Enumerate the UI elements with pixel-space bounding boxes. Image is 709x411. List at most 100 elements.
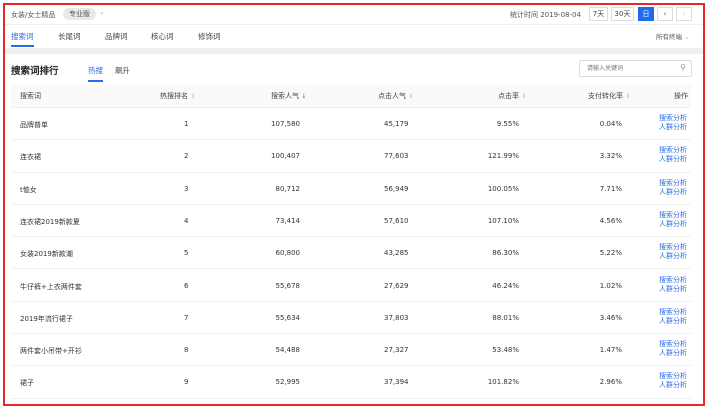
search-popularity-cell: 55,634 [275,313,301,322]
rank-cell: 8 [184,346,189,355]
ctr-cell: 101.82% [487,378,519,387]
search-popularity-cell: 60,800 [275,249,301,258]
keyword-cell[interactable]: 裙子 [20,379,34,388]
30-day-button[interactable]: 30天 [611,7,634,21]
table-row: t恤女 3 80,712 56,949 100.05% 7.71% 搜索分析 人群… [11,173,691,205]
crowd-analysis-link[interactable]: 人群分析 [659,187,687,196]
col-label: 点击率 [498,92,519,100]
search-analysis-link[interactable]: 搜索分析 [659,114,687,122]
terminal-select[interactable]: 所有终端 ⌄ [656,31,690,41]
col-actions: 操作 [674,92,688,100]
search-analysis-link[interactable]: 搜索分析 [659,372,687,381]
col-ctr[interactable]: 点击率 ⇕ [498,91,526,101]
tab-modifier[interactable]: 修饰词 [198,32,221,41]
ctr-cell: 86.30% [492,249,519,258]
crowd-analysis-link[interactable]: 人群分析 [659,284,687,293]
7-day-button[interactable]: 7天 [589,7,608,21]
conversion-cell: 3.46% [599,313,622,322]
click-popularity-cell: 56,949 [384,184,409,193]
keyword-cell[interactable]: 两件套小吊带+开衫 [20,347,82,356]
col-conversion[interactable]: 支付转化率 ⇕ [588,91,630,101]
table-row: 品牌普单 1 107,580 45,179 9.55% 0.04% 搜索分析 人群… [11,108,691,141]
table-header: 搜索词 热搜排名 ⇕ 搜索人气 ↓ 点击人气 ⇕ 点击率 ⇕ 支付转化率 ⇕ 操… [11,84,691,108]
search-analysis-link[interactable]: 搜索分析 [659,405,687,406]
search-analysis-link[interactable]: 搜索分析 [659,178,687,187]
search-popularity-cell: 73,414 [275,216,301,225]
col-click-popularity[interactable]: 点击人气 ⇕ [378,91,413,101]
click-popularity-cell: 27,327 [384,346,409,355]
terminal-label: 所有终端 [656,33,682,41]
section-title: 搜索词排行 [11,66,59,77]
tab-long-tail[interactable]: 长尾词 [58,32,81,41]
next-date-button[interactable]: › [676,7,692,21]
keyword-cell[interactable]: 连衣裙 [20,153,41,162]
crowd-analysis-link[interactable]: 人群分析 [659,123,687,131]
keyword-cell[interactable]: 2019年流行裙子 [20,314,73,323]
search-icon[interactable]: ⚲ [680,63,686,72]
search-analysis-link[interactable]: 搜索分析 [659,210,687,219]
search-popularity-cell: 100,407 [271,152,300,161]
tab-core[interactable]: 核心词 [151,32,174,41]
keyword-cell[interactable]: t恤女 [20,185,37,194]
keyword-cell[interactable]: 牛仔裤+上衣两件套 [20,282,82,291]
table-row: 牛仔裤+上衣两件套 6 55,678 27,629 46.24% 1.02% 搜… [11,270,691,302]
crowd-analysis-link[interactable]: 人群分析 [659,349,687,358]
sort-icon: ⇕ [625,93,631,100]
search-popularity-cell: 52,995 [275,378,301,387]
click-popularity-cell: 77,603 [384,152,409,161]
search-analysis-link[interactable]: 搜索分析 [659,146,687,155]
chevron-down-icon: ⌄ [684,33,690,41]
rank-cell: 2 [184,152,189,161]
ctr-cell: 53.48% [492,346,519,355]
sort-icon: ⇕ [521,93,527,100]
table-row: 两件套小吊带+开衫 8 54,488 27,327 53.48% 1.47% 搜… [11,334,691,367]
rank-cell: 9 [184,378,189,387]
ctr-cell: 46.24% [492,281,519,290]
keyword-cell[interactable]: 女装2019新款潮 [20,250,73,259]
chevron-left-icon: ‹ [663,10,667,18]
table-row: 连衣裙 2 100,407 77,603 121.99% 3.32% 搜索分析人… [11,140,691,173]
col-search-popularity[interactable]: 搜索人气 ↓ [271,91,306,101]
crowd-analysis-link[interactable]: 人群分析 [659,155,687,164]
col-rank[interactable]: 热搜排名 ⇕ [160,91,195,101]
crowd-analysis-link[interactable]: 人群分析 [659,252,687,261]
crowd-analysis-link[interactable]: 人群分析 [659,316,687,325]
click-popularity-cell: 37,394 [384,378,409,387]
crowd-analysis-link[interactable]: 人群分析 [659,219,687,228]
search-analysis-link[interactable]: 搜索分析 [659,340,687,349]
col-keyword: 搜索词 [20,92,41,100]
search-analysis-link[interactable]: 搜索分析 [659,243,687,252]
tab-search-words[interactable]: 搜索词 [11,32,34,47]
conversion-cell: 1.47% [599,346,622,355]
rank-cell: 5 [184,249,189,258]
ctr-cell: 107.10% [487,216,519,225]
table-row: 搜索分析 [11,399,691,406]
click-popularity-cell: 43,285 [384,249,409,258]
subtab-rising[interactable]: 飙升 [115,66,130,75]
category-label: 女装/女士精品 [11,11,56,19]
crowd-analysis-link[interactable]: 人群分析 [659,381,687,390]
search-input[interactable] [580,61,675,76]
click-popularity-cell: 37,803 [384,313,409,322]
edition-badge[interactable]: 专业版 [63,8,96,20]
sort-icon: ⇕ [190,93,196,100]
keyword-cell[interactable]: 品牌普单 [20,121,48,129]
keyword-search[interactable]: ⚲ [579,60,692,77]
search-analysis-link[interactable]: 搜索分析 [659,307,687,316]
search-popularity-cell: 80,712 [275,184,301,193]
subtab-hot[interactable]: 热搜 [88,66,103,82]
sort-icon: ⇕ [408,93,414,100]
sort-desc-icon: ↓ [301,93,307,100]
rank-cell: 6 [184,281,189,290]
search-popularity-cell: 54,488 [275,346,301,355]
keyword-cell[interactable]: 连衣裙2019新款夏 [20,217,80,226]
prev-date-button[interactable]: ‹ [657,7,673,21]
search-analysis-link[interactable]: 搜索分析 [659,275,687,284]
search-popularity-cell: 107,580 [271,120,300,128]
day-button[interactable]: 日 [638,7,654,21]
chevron-down-icon[interactable]: ⌄ [99,8,105,16]
rank-cell: 3 [184,184,189,193]
tab-brand[interactable]: 品牌词 [105,32,128,41]
rank-cell: 4 [184,216,189,225]
rank-cell: 1 [184,120,189,128]
